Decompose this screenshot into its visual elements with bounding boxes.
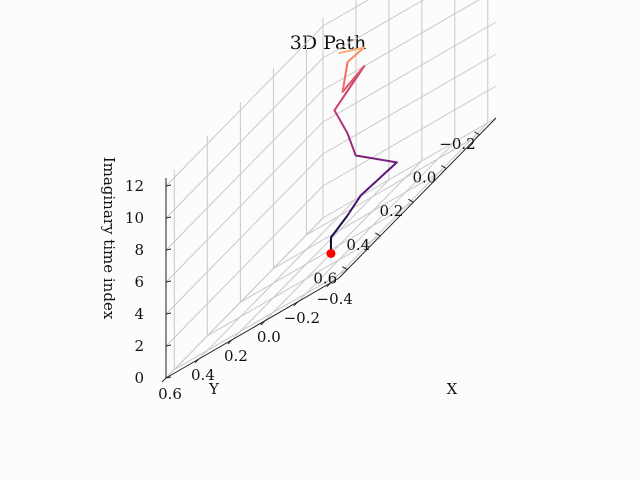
- x-axis-label: X: [447, 380, 458, 398]
- path-segment: [346, 132, 357, 157]
- y-axis-line: [338, 117, 497, 279]
- x-tick-mark: [326, 282, 332, 288]
- z-axis-label: Imaginary time index: [100, 157, 118, 320]
- path-segment: [333, 109, 349, 135]
- z-tick-mark: [165, 248, 172, 251]
- x-tick-mark: [293, 301, 299, 307]
- z-tick-mark: [165, 344, 172, 347]
- grid-line-left-z: [165, 185, 324, 347]
- z-tick-label: 4: [134, 305, 144, 323]
- z-tick-mark: [165, 312, 172, 315]
- grid-line-floor-y: [174, 269, 348, 371]
- tick-marks: [161, 131, 480, 383]
- z-tick-label: 6: [134, 273, 144, 291]
- grid-line-floor-x: [231, 179, 390, 341]
- path-segment: [354, 154, 398, 164]
- grid-line-back-z: [322, 0, 369, 27]
- x-tick-label: 0.6: [158, 385, 182, 403]
- grid-line-floor-x: [297, 141, 456, 303]
- axis-lines: [165, 117, 497, 379]
- y-axis-label: Y: [208, 380, 220, 398]
- y-tick-label: 0.6: [313, 270, 337, 288]
- grid-line-back-z: [322, 53, 497, 155]
- path-segment: [346, 194, 362, 217]
- grid-line-left-z: [165, 25, 324, 187]
- z-tick-mark: [165, 376, 172, 379]
- start-marker: [326, 248, 336, 258]
- grid-line-floor-y: [207, 235, 381, 337]
- grid-line-back-z: [322, 117, 497, 219]
- grid-line-back-z: [322, 0, 425, 59]
- grid-line-floor-x: [330, 122, 489, 284]
- y-tick-label: 0.4: [346, 236, 370, 254]
- grid-line-left-z: [165, 153, 324, 315]
- start-marker-group: [326, 248, 336, 258]
- path-segment: [359, 161, 398, 197]
- y-tick-mark: [342, 266, 348, 271]
- x-tick-label: 0.0: [257, 328, 281, 346]
- z-tick-label: 0: [134, 369, 144, 387]
- grid-line-left-z: [165, 57, 324, 219]
- z-tick-label: 12: [125, 177, 144, 195]
- z-tick-label: 10: [125, 209, 144, 227]
- z-tick-mark: [165, 280, 172, 283]
- x-tick-label: −0.2: [284, 309, 320, 327]
- y-tick-mark: [375, 232, 381, 237]
- grid-line-left-z: [165, 217, 324, 379]
- grid-lines: [165, 0, 497, 379]
- y-tick-mark: [474, 131, 480, 136]
- grid-line-back-z: [322, 85, 497, 187]
- z-tick-label: 2: [134, 337, 144, 355]
- grid-line-left-z: [165, 89, 324, 251]
- x-tick-mark: [161, 377, 167, 383]
- x-axis-line: [165, 277, 340, 379]
- grid-line-floor-y: [273, 168, 447, 269]
- grid-line-back-z: [322, 21, 497, 123]
- y-tick-mark: [441, 165, 447, 169]
- x-tick-mark: [227, 339, 233, 345]
- path-segment: [329, 214, 349, 239]
- x-tick-mark: [194, 358, 200, 364]
- tick-labels: 0.60.40.20.0−0.2−0.4−0.20.00.20.40.60246…: [125, 135, 476, 403]
- x-tick-label: 0.4: [191, 366, 215, 384]
- z-tick-mark: [165, 216, 172, 219]
- grid-line-floor-y: [306, 134, 480, 236]
- path-segment: [341, 65, 366, 93]
- path-segment: [341, 61, 349, 93]
- z-tick-label: 8: [134, 241, 144, 259]
- chart-title: 3D Path: [290, 32, 367, 54]
- path-series: [329, 46, 398, 255]
- y-tick-mark: [408, 198, 414, 203]
- z-tick-mark: [165, 184, 172, 187]
- y-tick-label: 0.0: [412, 169, 436, 187]
- x-tick-label: −0.4: [317, 290, 353, 308]
- y-tick-label: 0.2: [379, 202, 403, 220]
- x-tick-mark: [260, 320, 266, 326]
- grid-line-floor-x: [264, 160, 423, 322]
- grid-line-back-z: [322, 0, 480, 91]
- path-segment: [346, 46, 365, 64]
- x-tick-label: 0.2: [224, 347, 248, 365]
- grid-line-floor-x: [198, 198, 357, 360]
- grid-line-left-z: [165, 121, 324, 283]
- y-tick-label: −0.2: [439, 135, 475, 153]
- path-segment: [338, 46, 365, 55]
